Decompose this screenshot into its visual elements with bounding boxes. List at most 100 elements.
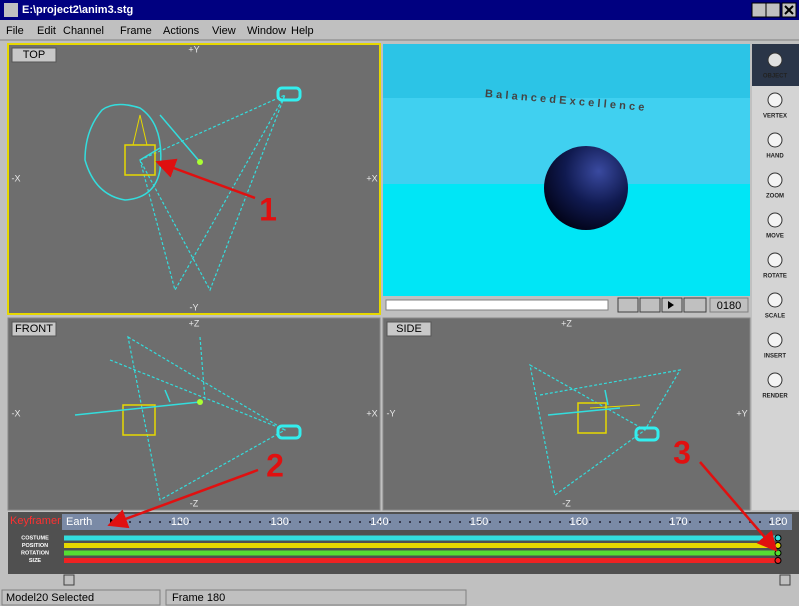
menu-item[interactable]: Edit (37, 25, 56, 37)
ruler-dot (229, 521, 231, 523)
ruler-dot (699, 521, 701, 523)
viewport-label: SIDE (396, 323, 422, 335)
annotations: 1 2 3 (107, 158, 778, 552)
tool-icon[interactable] (767, 172, 783, 188)
front-viewport[interactable] (7, 317, 381, 511)
tool-label: INSERT (764, 354, 786, 360)
tool-icon[interactable] (767, 92, 783, 108)
ruler-dot (389, 521, 391, 523)
tool-label: ROTATE (763, 274, 787, 280)
ruler-dot (559, 521, 561, 523)
side-viewport[interactable] (382, 317, 751, 511)
ruler-dot (649, 521, 651, 523)
ruler-dot (529, 521, 531, 523)
ruler-dot (609, 521, 611, 523)
channel-label: COSTUME (21, 535, 49, 541)
menu-item[interactable]: View (212, 25, 236, 37)
ruler-dot (539, 521, 541, 523)
menu-item[interactable]: Window (247, 25, 286, 37)
tool-icon[interactable] (767, 132, 783, 148)
ruler-dot (589, 521, 591, 523)
ruler-dot (399, 521, 401, 523)
menu-item[interactable]: Actions (163, 25, 200, 37)
window-title: E:\project2\anim3.stg (22, 4, 133, 16)
channel-track (64, 535, 776, 541)
tool-label: HAND (766, 154, 784, 160)
annotation: 2 (266, 447, 284, 483)
viewport-label: FRONT (15, 323, 53, 335)
status-field (165, 589, 467, 606)
ruler-dot (549, 521, 551, 523)
ruler-dot (769, 521, 771, 523)
ruler-dot (759, 521, 761, 523)
status-text: Frame 180 (172, 592, 225, 604)
tool-icon[interactable] (767, 212, 783, 228)
window-buttons[interactable] (751, 2, 797, 18)
ruler-dot (309, 521, 311, 523)
ruler-dot (379, 521, 381, 523)
tool-icon[interactable] (767, 372, 783, 388)
camera-view[interactable]: BalancedExcellence (383, 44, 750, 296)
ruler-dot (139, 521, 141, 523)
ruler-dot (279, 521, 281, 523)
menu-item[interactable]: Channel (63, 25, 104, 37)
ruler-dot (219, 521, 221, 523)
axis-label: +Z (189, 318, 200, 328)
annotation: 1 (259, 191, 277, 227)
tool-icon[interactable] (767, 292, 783, 308)
scrub-bar[interactable] (385, 299, 609, 311)
ruler-dot (149, 521, 151, 523)
keyframe (774, 534, 782, 542)
tool-icon[interactable] (767, 252, 783, 268)
ruler-dot (269, 521, 271, 523)
tool-icon[interactable] (767, 332, 783, 348)
playback-buttons[interactable] (617, 297, 707, 313)
menu-item[interactable]: Frame (120, 25, 152, 37)
ruler-dot (439, 521, 441, 523)
ruler-tick: 180 (769, 516, 787, 528)
timeline-ruler (62, 514, 792, 530)
ruler-dot (349, 521, 351, 523)
menu-item[interactable]: File (6, 25, 24, 37)
axis-label: -Z (562, 498, 571, 508)
axis-label: +X (366, 173, 377, 183)
ruler-dot (679, 521, 681, 523)
keyframe (774, 549, 782, 557)
ruler-dot (449, 521, 451, 523)
tool-label: VERTEX (763, 114, 787, 120)
axis-label: -X (12, 408, 21, 418)
ruler-dot (129, 521, 131, 523)
channel-track (64, 558, 776, 563)
frame-counter: 0180 (717, 300, 741, 312)
tool-label: ZOOM (766, 194, 784, 200)
app-icon (4, 3, 18, 17)
ruler-dot (669, 521, 671, 523)
channel-track (64, 543, 776, 548)
ruler-dot (739, 521, 741, 523)
viewport-tab (386, 321, 432, 337)
ruler-dot (659, 521, 661, 523)
ruler-dot (259, 521, 261, 523)
ruler-dot (779, 521, 781, 523)
ruler-dot (179, 521, 181, 523)
ruler-dot (599, 521, 601, 523)
ruler-dot (419, 521, 421, 523)
side-wireframe (529, 363, 682, 497)
ruler-dot (479, 521, 481, 523)
axis-label: +X (366, 408, 377, 418)
tool-icon[interactable] (767, 52, 783, 68)
ruler-dot (429, 521, 431, 523)
ruler-dot (289, 521, 291, 523)
ruler-dot (719, 521, 721, 523)
title-bar (0, 0, 799, 20)
ruler-dot (209, 521, 211, 523)
ruler-dot (459, 521, 461, 523)
ruler-dot (369, 521, 371, 523)
viewport-tab (11, 321, 57, 337)
axis-label: +Z (561, 318, 572, 328)
h-scrollbar[interactable] (8, 574, 799, 586)
ruler-dot (519, 521, 521, 523)
top-viewport[interactable] (7, 43, 381, 315)
menu-item[interactable]: Help (291, 25, 314, 37)
